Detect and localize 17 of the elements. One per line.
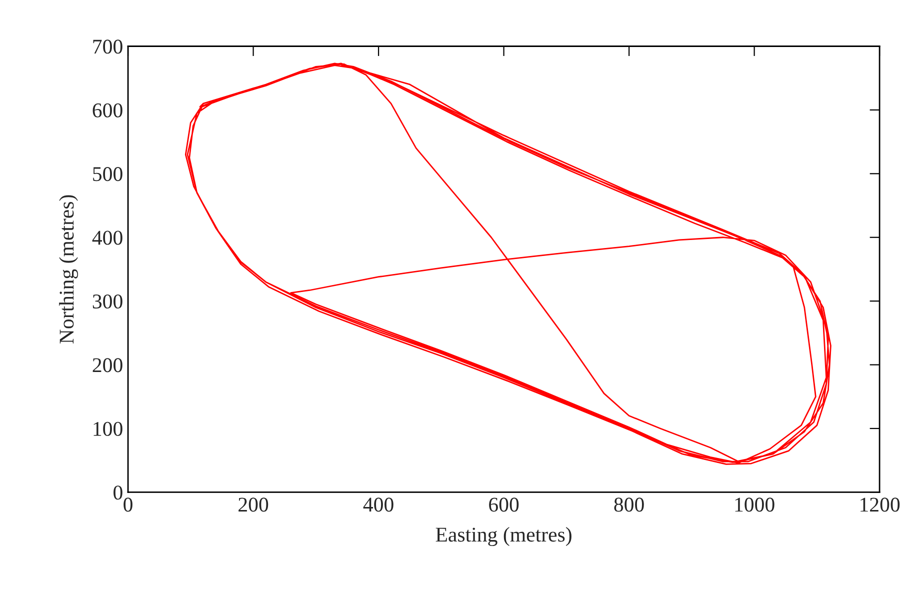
x-tick-label: 200 <box>238 498 268 512</box>
y-tick-label: 200 <box>92 358 122 372</box>
x-tick-label: 600 <box>489 498 519 512</box>
x-tick-label: 1200 <box>860 498 900 512</box>
y-tick-label: 400 <box>92 230 122 245</box>
x-axis-title: Easting (metres) <box>436 527 572 546</box>
x-tick-label: 1000 <box>735 498 774 512</box>
y-axis-title: Northing (metres) <box>59 195 78 344</box>
y-tick-label: 0 <box>114 486 122 500</box>
y-tick-label: 600 <box>92 103 122 118</box>
y-tick-label: 700 <box>93 40 122 54</box>
y-tick-label: 300 <box>92 294 122 309</box>
y-tick-label: 500 <box>93 167 122 182</box>
x-tick-label: 0 <box>124 498 132 512</box>
x-tick-label: 400 <box>363 498 394 512</box>
y-tick-label: 100 <box>94 422 122 436</box>
x-tick-label: 800 <box>614 498 644 512</box>
